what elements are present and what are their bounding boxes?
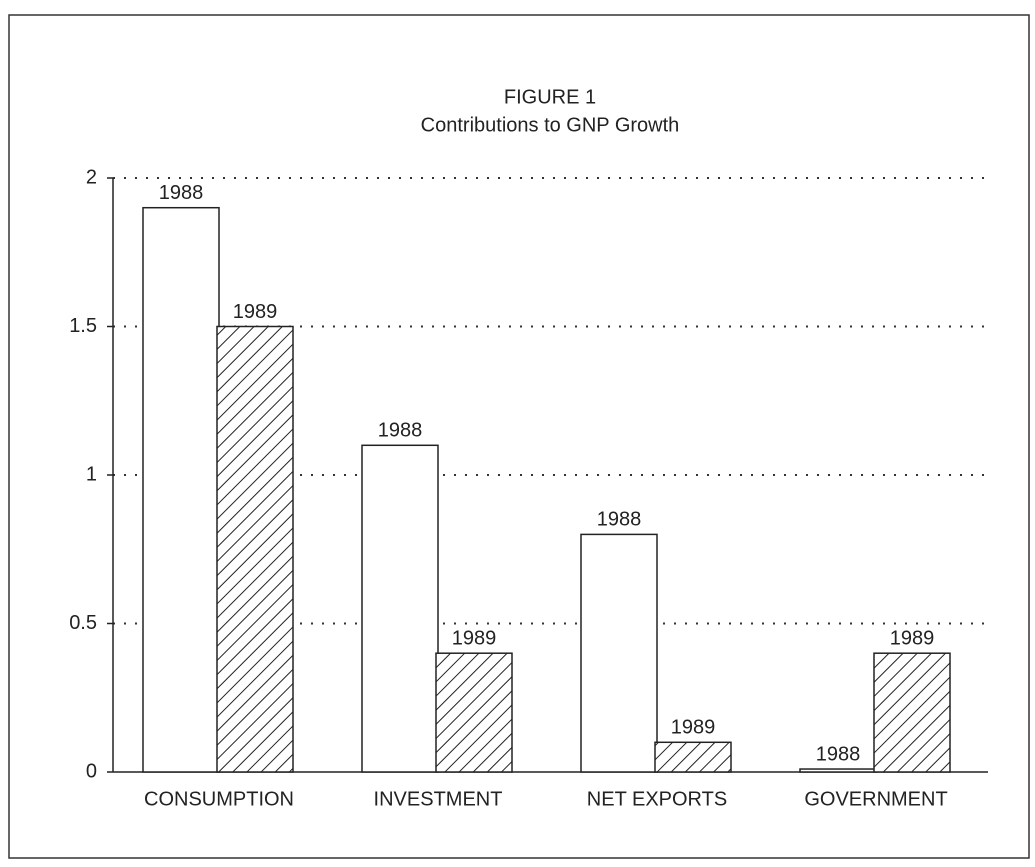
bar-label: 1988 <box>597 509 642 531</box>
y-tick-label: 0.5 <box>69 612 97 634</box>
x-tick-label: GOVERNMENT <box>804 788 947 810</box>
bar-label: 1988 <box>159 182 204 204</box>
bar <box>216 325 294 773</box>
x-tick-label: NET EXPORTS <box>587 788 727 810</box>
bar-label: 1989 <box>233 301 278 323</box>
bar-label: 1988 <box>816 743 861 765</box>
bar <box>873 652 951 773</box>
chart-subtitle: Contributions to GNP Growth <box>421 114 680 136</box>
bar-label: 1988 <box>378 420 423 442</box>
bar <box>435 652 513 773</box>
bar-label: 1989 <box>890 627 935 649</box>
x-tick-label: CONSUMPTION <box>144 788 294 810</box>
bar <box>580 533 658 773</box>
bar-label: 1989 <box>671 717 716 739</box>
x-tick-label: INVESTMENT <box>374 788 503 810</box>
y-tick-label: 1.5 <box>69 315 97 337</box>
y-tick-label: 2 <box>86 166 97 188</box>
y-tick-label: 0 <box>86 760 97 782</box>
frame <box>8 14 1030 859</box>
y-tick-label: 1 <box>86 463 97 485</box>
bar <box>799 768 877 773</box>
bar <box>654 741 732 773</box>
bar <box>361 444 439 773</box>
chart-title: FIGURE 1 <box>504 86 596 108</box>
bar <box>142 206 220 773</box>
bar-label: 1989 <box>452 627 497 649</box>
